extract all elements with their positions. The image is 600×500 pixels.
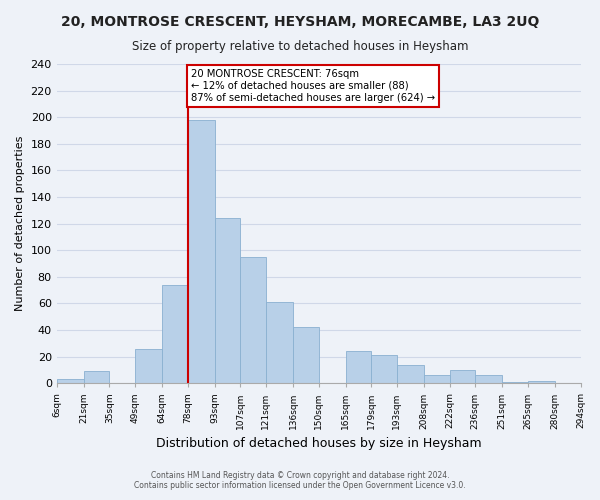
Bar <box>397 364 424 384</box>
Bar <box>266 302 293 384</box>
Text: Size of property relative to detached houses in Heysham: Size of property relative to detached ho… <box>132 40 468 53</box>
Bar <box>135 348 162 384</box>
Bar <box>84 372 109 384</box>
Bar <box>502 382 528 384</box>
Bar <box>293 328 319 384</box>
Y-axis label: Number of detached properties: Number of detached properties <box>15 136 25 312</box>
Bar <box>241 257 266 384</box>
Bar <box>581 378 600 384</box>
Bar <box>528 380 555 384</box>
Text: 20 MONTROSE CRESCENT: 76sqm
← 12% of detached houses are smaller (88)
87% of sem: 20 MONTROSE CRESCENT: 76sqm ← 12% of det… <box>191 70 436 102</box>
Bar <box>475 376 502 384</box>
Bar <box>56 380 84 384</box>
Text: 20, MONTROSE CRESCENT, HEYSHAM, MORECAMBE, LA3 2UQ: 20, MONTROSE CRESCENT, HEYSHAM, MORECAMB… <box>61 15 539 29</box>
X-axis label: Distribution of detached houses by size in Heysham: Distribution of detached houses by size … <box>156 437 481 450</box>
Bar <box>424 376 449 384</box>
Bar <box>449 370 475 384</box>
Bar <box>162 285 188 384</box>
Bar <box>215 218 241 384</box>
Bar <box>346 352 371 384</box>
Text: Contains HM Land Registry data © Crown copyright and database right 2024.
Contai: Contains HM Land Registry data © Crown c… <box>134 470 466 490</box>
Bar <box>188 120 215 384</box>
Bar <box>371 356 397 384</box>
